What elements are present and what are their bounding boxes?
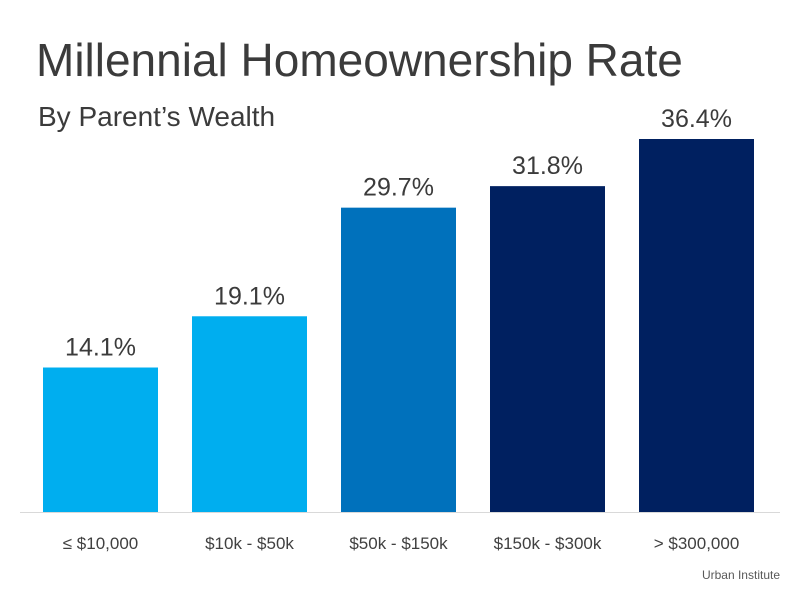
data-label-3: 29.7% <box>363 174 434 202</box>
chart-subtitle: By Parent’s Wealth <box>38 101 276 132</box>
bar-4 <box>490 186 605 512</box>
data-label-2: 19.1% <box>214 282 285 310</box>
x-tick-label-2: $10k - $50k <box>205 534 294 553</box>
bar-5 <box>639 139 754 512</box>
x-tick-label-5: > $300,000 <box>654 534 740 553</box>
source-note: Urban Institute <box>701 568 780 582</box>
x-tick-label-1: ≤ $10,000 <box>63 534 139 553</box>
chart-title: Millennial Homeownership Rate <box>36 34 683 86</box>
bar-1 <box>43 367 158 512</box>
bar-3 <box>341 207 456 512</box>
data-label-1: 14.1% <box>65 334 136 362</box>
bar-2 <box>192 316 307 512</box>
data-label-5: 36.4% <box>661 105 732 133</box>
x-tick-label-4: $150k - $300k <box>494 534 602 553</box>
data-label-4: 31.8% <box>512 152 583 180</box>
x-tick-label-3: $50k - $150k <box>349 534 448 553</box>
